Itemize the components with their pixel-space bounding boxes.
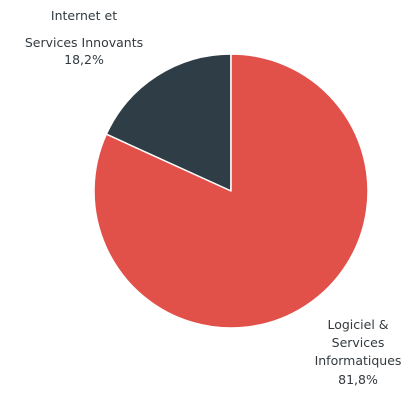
pie-slices <box>93 53 369 329</box>
slice-value-logiciel: 81,8% <box>338 372 378 387</box>
slice-label-internet-line2: Services Innovants <box>25 35 143 50</box>
slice-value-internet: 18,2% <box>64 52 104 67</box>
pie-slice-logiciel <box>93 53 369 329</box>
pie-slice-internet <box>105 53 232 192</box>
slice-label-logiciel-line3: Informatiques <box>315 353 402 368</box>
slice-label-internet-line1: Internet et <box>51 8 117 23</box>
slice-label-logiciel-line1: Logiciel & <box>327 317 388 332</box>
slice-label-logiciel-line2: Services <box>332 335 385 350</box>
